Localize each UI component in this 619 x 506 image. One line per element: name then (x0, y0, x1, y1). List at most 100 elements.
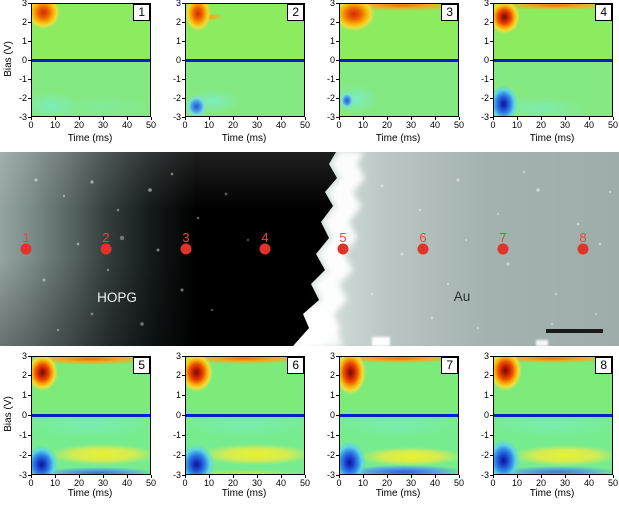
heatmap-plot-6: 6 (185, 356, 305, 475)
x-tick-mark (612, 117, 614, 120)
y-tick-mark (182, 415, 185, 416)
x-tick-mark (588, 475, 590, 478)
x-tick-mark (126, 117, 128, 120)
y-tick-label: 2 (329, 370, 335, 381)
x-tick-mark (458, 475, 460, 478)
y-tick-label: -3 (480, 469, 489, 480)
x-tick-mark (564, 475, 566, 478)
x-tick-label: 30 (251, 120, 262, 130)
y-tick-mark (336, 454, 339, 456)
x-tick-mark (410, 117, 412, 120)
speckle (196, 216, 200, 220)
y-tick-mark (182, 116, 185, 118)
speckle (56, 328, 60, 332)
y-tick-label: -2 (326, 449, 335, 460)
y-tick-mark (336, 415, 339, 416)
y-tick-label: -2 (18, 92, 27, 103)
x-tick-mark (208, 117, 210, 120)
y-tick-mark (490, 116, 493, 118)
x-tick-mark (492, 117, 494, 120)
x-tick-label: 40 (121, 478, 132, 488)
x-tick-label: 0 (490, 120, 496, 130)
y-tick-mark (490, 355, 493, 357)
y-tick-label: 3 (175, 350, 181, 361)
y-tick-label: -3 (18, 111, 27, 122)
y-tick-label: -3 (172, 469, 181, 480)
speckle (554, 292, 558, 296)
zero-bias-line (186, 414, 304, 417)
speckle (608, 190, 612, 194)
y-tick-mark (490, 59, 493, 61)
y-tick-label: 0 (21, 410, 27, 420)
heatmap-feature-blue_cold (494, 85, 518, 116)
x-tick-label: 30 (97, 478, 108, 488)
speckle (106, 268, 110, 272)
panel-number-badge: 3 (441, 4, 458, 21)
y-tick-label: 3 (483, 0, 489, 8)
x-axis-label: Time (ms) (375, 488, 421, 499)
x-tick-mark (232, 475, 234, 478)
x-tick-label: 10 (511, 478, 522, 488)
y-tick-label: 1 (329, 35, 335, 46)
x-tick-mark (540, 475, 542, 478)
heatmap-feature-blue_cold (494, 438, 520, 474)
x-tick-label: 0 (28, 120, 34, 130)
heatmap-panel-5: Bias (V) 5 Time (ms) 0 10 20 30 40 50 3 2 1 0 -1 -2… (0, 348, 156, 506)
speckle (576, 222, 580, 226)
au-region-label: Au (454, 289, 471, 304)
x-tick-mark (256, 117, 258, 120)
x-tick-mark (410, 475, 412, 478)
y-tick-label: 2 (21, 16, 27, 27)
speckle (42, 278, 46, 282)
heatmap-feature-yellow_band (200, 443, 304, 466)
x-tick-label: 30 (405, 478, 416, 488)
y-tick-mark (336, 2, 339, 4)
measurement-dot-8 (577, 243, 589, 255)
y-tick-mark (336, 40, 339, 42)
y-tick-mark (490, 21, 493, 23)
measurement-dot-2 (100, 243, 112, 255)
x-tick-mark (386, 117, 388, 120)
x-tick-mark (30, 117, 32, 120)
y-tick-mark (490, 415, 493, 416)
y-tick-mark (28, 59, 31, 61)
x-tick-label: 20 (227, 478, 238, 488)
measurement-dot-number-5: 5 (339, 230, 346, 245)
x-axis-label: Time (ms) (529, 488, 575, 499)
speckle (140, 322, 144, 326)
measurement-dot-number-4: 4 (261, 230, 268, 245)
x-tick-label: 0 (182, 120, 188, 130)
x-tick-label: 20 (381, 120, 392, 130)
speckle (34, 178, 38, 182)
speckle (522, 170, 526, 174)
y-tick-mark (336, 395, 339, 397)
x-tick-label: 50 (145, 120, 156, 130)
heatmap-feature-cyan_soft (494, 96, 589, 116)
x-tick-mark (256, 475, 258, 478)
heatmap-panel-6: 6 Time (ms) 0 10 20 30 40 50 3 2 1 0 -1 -2 -3 (154, 348, 310, 506)
y-tick-mark (336, 97, 339, 99)
y-tick-mark (336, 434, 339, 436)
x-tick-label: 40 (583, 120, 594, 130)
y-tick-label: 2 (483, 370, 489, 381)
x-tick-mark (362, 475, 364, 478)
y-tick-label: 0 (329, 54, 335, 65)
y-tick-label: -2 (172, 449, 181, 460)
hopg-shading-overlay (0, 152, 337, 346)
heatmap-feature-orange_band (494, 357, 612, 364)
speckle (119, 235, 125, 241)
x-tick-label: 20 (73, 478, 84, 488)
heatmap-plot-5: 5 (31, 356, 151, 475)
panel-number-badge: 5 (133, 357, 150, 374)
y-tick-mark (336, 474, 339, 476)
y-tick-label: -1 (326, 429, 335, 440)
y-tick-label: -1 (480, 429, 489, 440)
x-tick-label: 10 (203, 478, 214, 488)
x-tick-label: 0 (182, 478, 188, 488)
speckle (148, 188, 152, 192)
heatmap-feature-yellow_band (48, 443, 150, 466)
heatmap-feature-blue_cold (186, 443, 215, 474)
bright-particle (372, 337, 390, 346)
y-tick-mark (28, 454, 31, 456)
